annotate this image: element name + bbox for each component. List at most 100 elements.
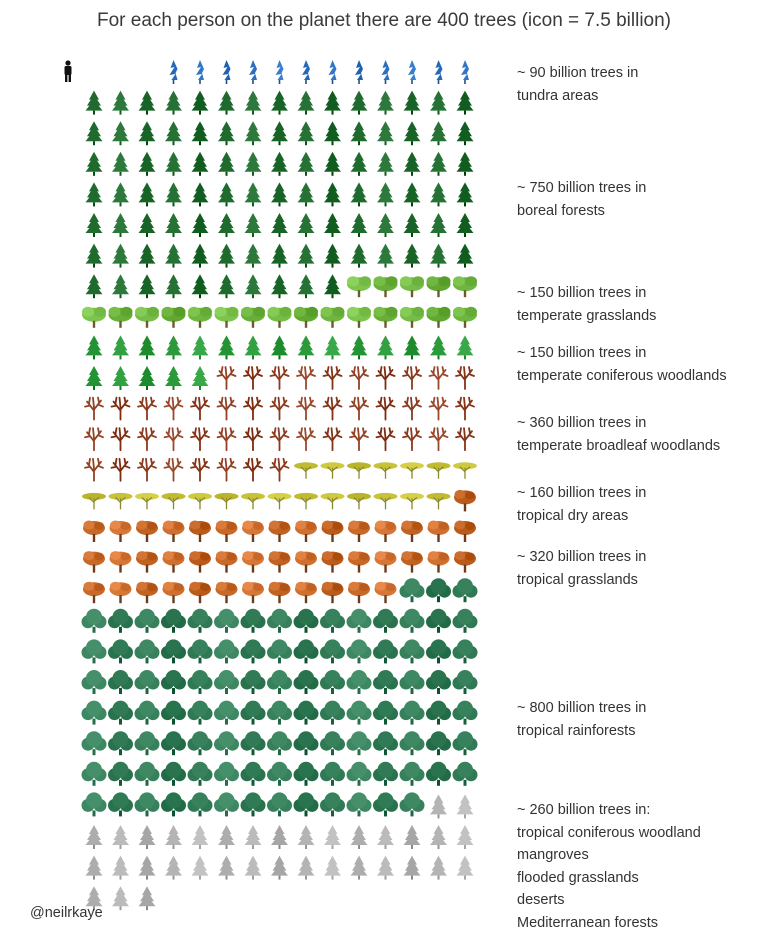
grassland-tree-icon <box>267 306 292 328</box>
bare-tree-icon <box>455 427 475 452</box>
rainforest-tree-icon <box>134 639 160 664</box>
acacia-tree-icon <box>241 492 265 510</box>
conifer-tree-icon <box>165 243 182 268</box>
autumn-tree-icon <box>136 520 158 542</box>
rainforest-tree-icon <box>452 700 478 725</box>
rainforest-tree-icon <box>81 700 107 725</box>
autumn-tree-icon <box>374 520 397 542</box>
conifer-tree-icon <box>165 151 182 176</box>
rainforest-tree-icon <box>81 608 107 633</box>
label-line: ~ 160 billion trees in <box>517 485 647 501</box>
conifer-tree-icon <box>218 121 235 146</box>
conifer-tree-icon <box>271 90 288 115</box>
grey-tree-icon <box>85 855 103 880</box>
bare-tree-icon <box>84 457 104 482</box>
conifer-tree-icon <box>403 213 421 237</box>
conifer-tree-icon <box>377 90 394 115</box>
bare-tree-icon <box>243 396 263 421</box>
light-conifer-tree-icon <box>85 335 103 360</box>
rainforest-tree-icon <box>373 670 398 694</box>
bare-tree-icon <box>349 396 369 421</box>
bare-tree-icon <box>455 396 475 421</box>
grey-tree-icon <box>165 855 182 880</box>
label-boreal-forests: ~ 750 billion trees in boreal forests <box>517 177 646 222</box>
bare-tree-icon <box>216 396 237 421</box>
conifer-tree-icon <box>218 274 235 299</box>
conifer-tree-icon <box>324 151 341 176</box>
conifer-tree-icon <box>191 213 209 237</box>
tundra-tree-icon <box>355 60 363 84</box>
conifer-tree-icon <box>297 243 315 268</box>
autumn-tree-icon <box>427 520 450 542</box>
conifer-tree-icon <box>244 90 262 115</box>
acacia-tree-icon <box>82 492 106 510</box>
rainforest-tree-icon <box>320 670 345 694</box>
grey-tree-icon <box>456 825 474 849</box>
label-line: tundra areas <box>517 87 599 104</box>
conifer-tree-icon <box>271 274 288 299</box>
conifer-tree-icon <box>218 90 235 115</box>
grassland-tree-icon <box>135 306 159 328</box>
rainforest-tree-icon <box>320 761 345 786</box>
rainforest-tree-icon <box>108 670 133 694</box>
grey-tree-icon <box>297 855 315 880</box>
label-other: ~ 260 billion trees in: tropical conifero… <box>517 799 701 934</box>
conifer-tree-icon <box>430 182 447 207</box>
rainforest-tree-icon <box>293 731 319 756</box>
conifer-tree-icon <box>297 274 315 299</box>
autumn-tree-icon <box>348 551 370 573</box>
conifer-tree-icon <box>244 274 262 299</box>
rainforest-tree-icon <box>108 608 133 633</box>
rainforest-tree-icon <box>346 639 372 664</box>
grey-tree-icon <box>297 825 315 849</box>
label-line: ~ 320 billion trees in <box>517 549 647 565</box>
light-conifer-tree-icon <box>218 335 235 360</box>
rainforest-tree-icon <box>399 731 425 756</box>
rainforest-tree-icon <box>267 731 292 756</box>
grassland-tree-icon <box>188 306 212 328</box>
label-line: tropical dry areas <box>517 507 629 524</box>
bare-tree-icon <box>349 366 369 390</box>
acacia-tree-icon <box>426 492 451 510</box>
light-conifer-tree-icon <box>377 335 394 360</box>
light-conifer-tree-icon <box>297 335 315 360</box>
rainforest-tree-icon <box>346 670 372 694</box>
acacia-tree-icon <box>373 462 398 479</box>
autumn-tree-icon <box>109 551 132 573</box>
rainforest-tree-icon <box>240 731 266 756</box>
conifer-tree-icon <box>350 151 368 176</box>
rainforest-tree-icon <box>426 700 451 725</box>
bare-tree-icon <box>163 457 184 482</box>
rainforest-tree-icon <box>320 608 345 633</box>
light-conifer-tree-icon <box>165 335 182 360</box>
conifer-tree-icon <box>191 121 209 146</box>
label-tundra-areas: ~ 90 billion trees in tundra areas <box>517 62 638 107</box>
rainforest-tree-icon <box>426 578 451 603</box>
conifer-tree-icon <box>85 90 103 115</box>
tundra-tree-icon <box>408 60 416 84</box>
tundra-tree-icon <box>169 60 178 84</box>
rainforest-tree-icon <box>240 792 266 817</box>
conifer-tree-icon <box>218 213 235 237</box>
autumn-tree-icon <box>295 581 317 604</box>
rainforest-tree-icon <box>161 731 186 756</box>
bare-tree-icon <box>269 457 290 482</box>
label-line: temperate grasslands <box>517 307 657 324</box>
conifer-tree-icon <box>244 182 262 207</box>
bare-tree-icon <box>269 427 290 452</box>
grassland-tree-icon <box>161 306 186 328</box>
rainforest-tree-icon <box>134 792 160 817</box>
rainforest-tree-icon <box>346 761 372 786</box>
grey-tree-icon <box>85 825 103 849</box>
conifer-tree-icon <box>324 213 341 237</box>
label-line: tropical coniferous woodland <box>517 824 701 841</box>
rainforest-tree-icon <box>214 639 239 664</box>
autumn-tree-icon <box>401 551 423 573</box>
rainforest-tree-icon <box>320 700 345 725</box>
rainforest-tree-icon <box>214 761 239 786</box>
conifer-tree-icon <box>85 121 103 146</box>
conifer-tree-icon <box>244 151 262 176</box>
light-conifer-tree-icon <box>430 335 447 360</box>
rainforest-tree-icon <box>293 761 319 786</box>
rainforest-tree-icon <box>399 700 425 725</box>
